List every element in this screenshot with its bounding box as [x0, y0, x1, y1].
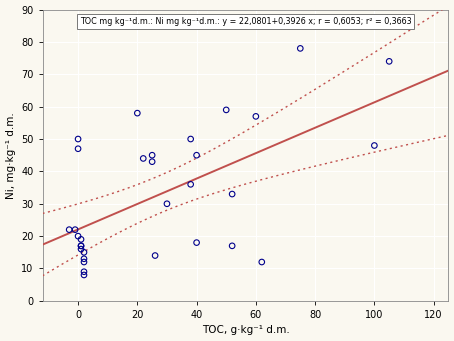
Point: [228, 243, 236, 249]
Point: [65, 227, 73, 232]
Point: [163, 201, 171, 207]
Point: [140, 156, 147, 161]
Point: [385, 59, 393, 64]
Text: TOC mg kg⁻¹d.m.: Ni mg kg⁻¹d.m.: y = 22,0801+0,3926 x; r = 0,6053; r² = 0,3663: TOC mg kg⁻¹d.m.: Ni mg kg⁻¹d.m.: y = 22,…: [79, 17, 411, 26]
Point: [133, 110, 141, 116]
Point: [77, 246, 84, 252]
Point: [71, 227, 79, 232]
Point: [80, 259, 88, 265]
Point: [222, 107, 230, 113]
Point: [80, 272, 88, 278]
Point: [187, 182, 194, 187]
Point: [252, 114, 260, 119]
Point: [228, 191, 236, 197]
Point: [193, 240, 200, 245]
Point: [74, 233, 82, 239]
Point: [77, 243, 84, 249]
Point: [80, 250, 88, 255]
Point: [74, 146, 82, 151]
Point: [80, 256, 88, 262]
Point: [77, 237, 84, 242]
Point: [148, 152, 156, 158]
Point: [152, 253, 159, 258]
Point: [77, 243, 84, 249]
Point: [74, 136, 82, 142]
Point: [258, 259, 266, 265]
Point: [193, 152, 200, 158]
Point: [148, 159, 156, 164]
Y-axis label: Ni, mg·kg⁻¹ d.m.: Ni, mg·kg⁻¹ d.m.: [5, 112, 15, 198]
Point: [371, 143, 378, 148]
Point: [187, 136, 194, 142]
Point: [80, 269, 88, 275]
Point: [296, 46, 304, 51]
X-axis label: TOC, g·kg⁻¹ d.m.: TOC, g·kg⁻¹ d.m.: [202, 325, 289, 336]
